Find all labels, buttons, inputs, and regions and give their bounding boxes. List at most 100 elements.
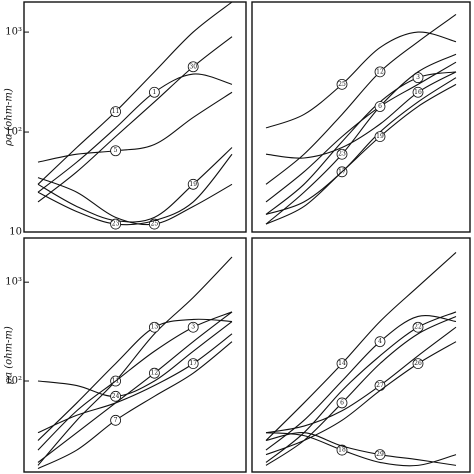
curve-label: 19 [376,133,384,140]
curve-label-marker [148,86,160,98]
curve-label: 22 [414,324,422,331]
curve-label: 19 [189,181,197,188]
curve-label: 6 [340,399,344,406]
curve-label: 25 [338,81,346,88]
curve [37,153,233,226]
curve [265,77,457,215]
curve-label-marker [110,145,121,157]
curve-label: 7 [114,417,118,424]
curve [265,326,457,434]
curve [265,71,457,159]
panel-frame [251,1,471,233]
curve-label-marker [374,101,386,112]
curve [265,432,457,467]
curve-label: 6 [378,103,382,110]
curve [37,311,233,451]
panel-frame [23,1,247,233]
curve [37,147,233,223]
curve-label-marker [336,397,348,409]
curve-label-marker [374,336,386,348]
curve-label: 3 [191,324,195,331]
curve-label-marker [336,148,348,160]
curve-label: 23 [338,151,346,158]
curve-label-marker [110,390,121,402]
curve [37,36,233,203]
curve-label: 4 [378,338,382,345]
curve-label-marker [148,321,160,333]
curve-label-marker [187,61,199,73]
curve-label: 18 [338,447,346,454]
curve [37,311,233,463]
panel-frame [251,237,471,473]
curve [265,311,457,463]
curve-label-marker [336,78,348,90]
panel: 14 4 22 6 27 26 18 29 [251,237,471,473]
y-tick-label: 10³ [5,27,22,38]
curve-label: 29 [376,451,384,458]
curve-label: 5 [114,147,118,154]
curve-label-marker [374,131,386,143]
curve [265,14,457,185]
curve [265,61,457,203]
curve-label-marker [148,367,160,379]
curve-label: 14 [338,360,346,367]
curve-label-marker [336,444,348,456]
curve-label-marker [374,66,386,78]
curve-label: 13 [151,324,159,331]
y-axis-label: ρa (ohm-m) [4,326,15,385]
curve-label-marker [187,358,199,370]
curve-label-marker [336,358,348,370]
curve-label-marker [110,106,121,118]
curve-label-marker [110,218,121,230]
panel-frame [23,237,247,473]
curve-label: 3 [416,74,420,81]
curve-label-marker [412,86,424,98]
curve [265,315,457,466]
curve-label: 26 [414,360,422,367]
curve [265,53,457,225]
curve [265,432,457,466]
curve [265,315,457,451]
curve-label-marker [374,449,386,460]
curve-label: 1 [152,89,156,96]
curve [37,341,233,470]
y-tick-label: 10² [5,376,22,387]
curve-label: 17 [189,360,197,367]
curve-label-marker [187,178,199,190]
curve-label: 27 [376,382,384,389]
curve-label-marker [412,358,424,370]
curve-label: 11 [112,108,120,115]
curve [37,73,233,193]
y-tick-label: 10³ [5,277,22,288]
curve [37,1,233,185]
curve-label-marker [110,414,121,426]
y-axis-label: ρa (ohm-m) [4,88,15,147]
curve-label: 23 [112,221,120,228]
curve-label: 24 [112,393,120,400]
curve [37,333,233,434]
curve [37,91,233,163]
curve-label: 30 [189,63,197,70]
curve [37,318,233,441]
curve [37,256,233,466]
curve-label: 12 [376,68,384,75]
curve [37,321,233,397]
curve [265,31,457,129]
curve-label-marker [412,72,424,84]
curve-label-marker [412,321,424,333]
curve-label: 25 [151,221,159,228]
curve-label: 12 [151,370,159,377]
curve-label: 16 [414,89,422,96]
y-tick-label: 10 [9,227,22,238]
curve [265,83,457,225]
curve [37,177,233,226]
curve [265,341,457,456]
curve-label-marker [187,321,199,333]
y-tick-label: 10² [5,127,22,138]
curve [265,252,457,441]
